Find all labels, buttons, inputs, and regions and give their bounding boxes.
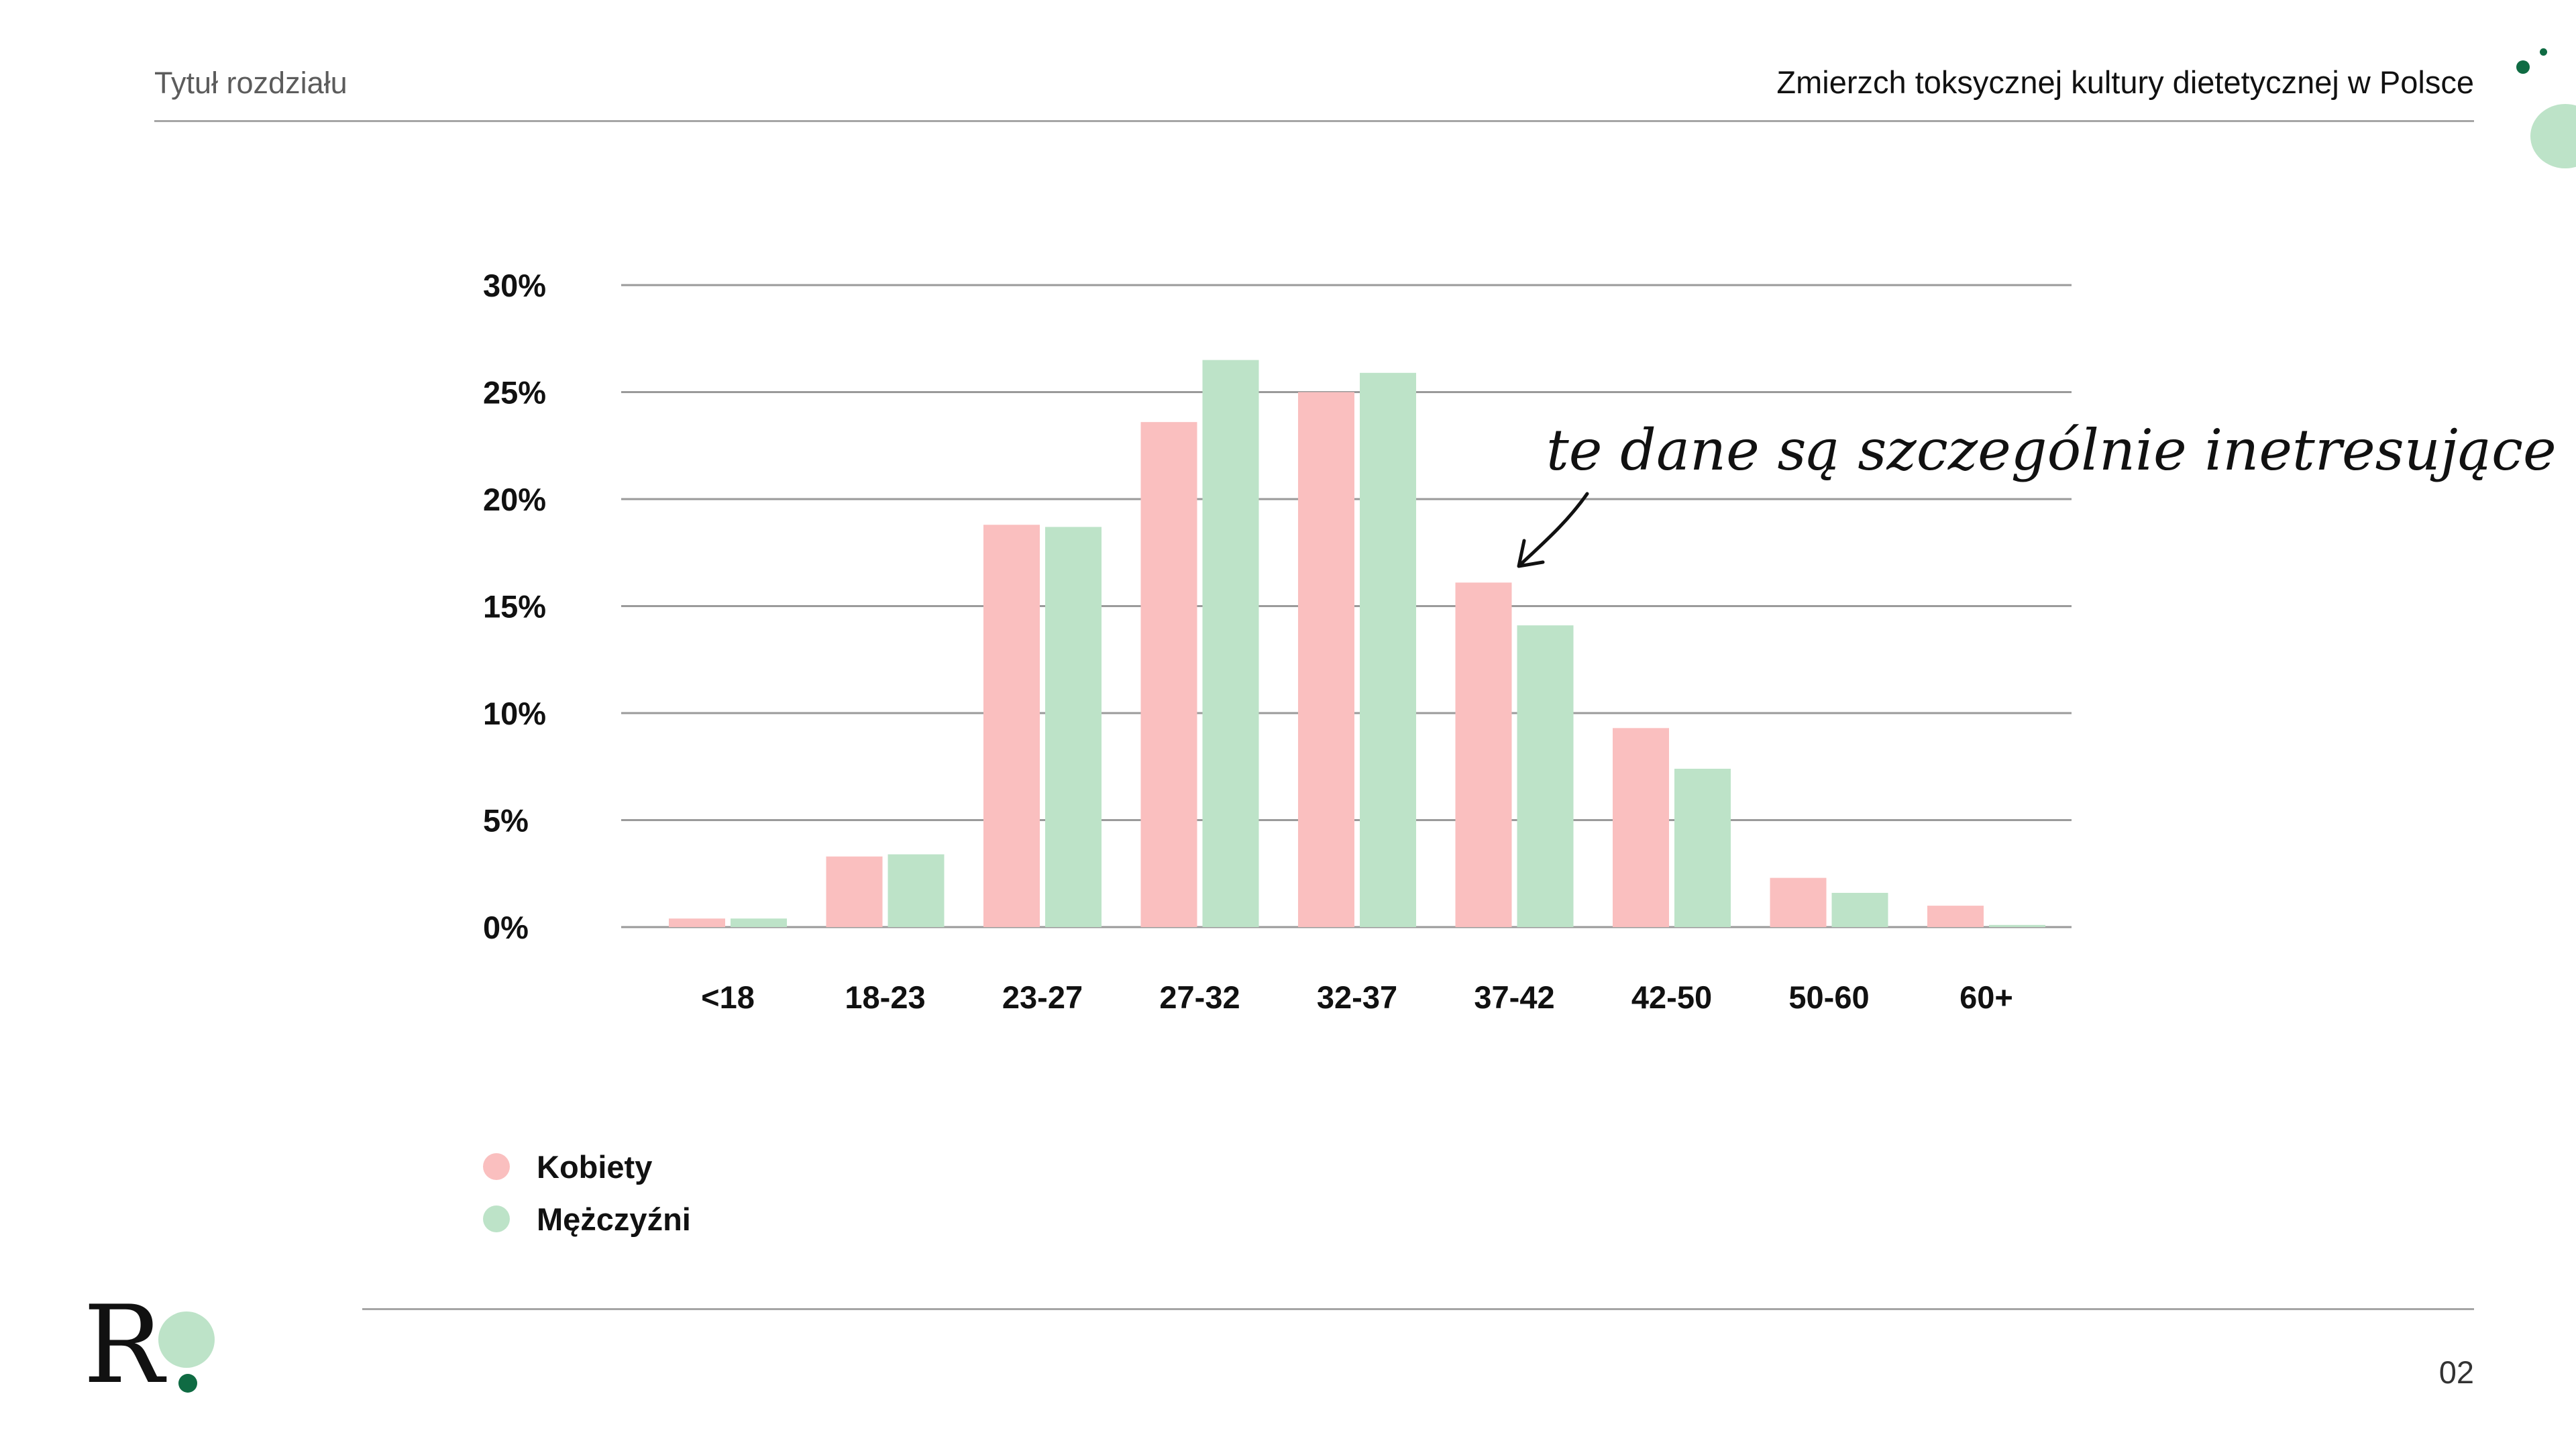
legend-item-kobiety: Kobiety	[483, 1140, 691, 1193]
x-tick-label: 32-37	[1317, 979, 1397, 1015]
chart-annotation: te dane są szczególnie inetresujące	[1517, 417, 2557, 568]
bar-kobiety	[1770, 877, 1827, 927]
legend-label-kobiety: Kobiety	[537, 1148, 653, 1185]
chapter-title: Tytuł rozdziału	[154, 66, 347, 100]
bar-chart: 0% 5% 10% 15% 20% 25% 30% <18 18-23 23-27 27-32 32…	[483, 268, 2557, 1015]
page-number: 02	[2438, 1354, 2474, 1390]
chart-y-tick-labels: 0% 5% 10% 15% 20% 25% 30%	[483, 268, 546, 945]
y-tick-label: 5%	[483, 803, 529, 839]
bar-mezczyzni	[1045, 527, 1102, 927]
annotation-arrow	[1518, 492, 1589, 567]
bar-mezczyzni	[1831, 892, 1888, 927]
bar-kobiety	[1298, 392, 1354, 927]
x-tick-label: 42-50	[1631, 979, 1712, 1015]
bar-kobiety	[1927, 906, 1984, 927]
bar-mezczyzni	[1989, 924, 2045, 927]
legend-swatch-kobiety	[483, 1153, 510, 1180]
logo-letter: R	[83, 1282, 164, 1407]
chart-bars	[669, 360, 2045, 927]
bar-mezczyzni	[888, 854, 945, 927]
logo-dot-light	[158, 1311, 215, 1368]
x-tick-label: <18	[701, 979, 755, 1015]
y-tick-label: 25%	[483, 375, 546, 411]
bar-kobiety	[1455, 582, 1512, 927]
x-tick-label: 50-60	[1788, 979, 1869, 1015]
decor-dot-small	[2540, 48, 2547, 56]
bar-mezczyzni	[1202, 360, 1259, 927]
brand-logo: R	[83, 1291, 231, 1399]
y-tick-label: 0%	[483, 910, 529, 945]
legend-label-mezczyzni: Mężczyźni	[537, 1201, 691, 1237]
bar-kobiety	[669, 918, 725, 927]
legend-swatch-mezczyzni	[483, 1205, 510, 1232]
y-tick-label: 30%	[483, 268, 546, 303]
annotation-arrowhead	[1517, 539, 1545, 568]
x-tick-label: 18-23	[845, 979, 925, 1015]
bar-mezczyzni	[731, 918, 787, 927]
bar-kobiety	[826, 856, 883, 927]
x-tick-label: 27-32	[1159, 979, 1240, 1015]
bar-mezczyzni	[1360, 372, 1416, 927]
bar-kobiety	[983, 525, 1040, 927]
annotation-text: te dane są szczególnie inetresujące	[1546, 417, 2557, 483]
logo-dot-dark	[178, 1374, 197, 1393]
bar-mezczyzni	[1674, 768, 1731, 927]
footer-divider	[362, 1308, 2474, 1310]
x-tick-label: 37-42	[1474, 979, 1554, 1015]
report-title: Zmierzch toksycznej kultury dietetycznej…	[1776, 64, 2474, 100]
chart-x-tick-labels: <18 18-23 23-27 27-32 32-37 37-42 42-50 50-60 60…	[701, 979, 2013, 1015]
bar-mezczyzni	[1517, 625, 1574, 927]
decor-dot-dark	[2516, 60, 2530, 74]
legend-item-mezczyzni: Mężczyźni	[483, 1193, 691, 1245]
header-divider	[154, 120, 2474, 122]
chart-legend: Kobiety Mężczyźni	[483, 1140, 691, 1245]
y-tick-label: 15%	[483, 589, 546, 625]
x-tick-label: 23-27	[1002, 979, 1083, 1015]
x-tick-label: 60+	[1960, 979, 2013, 1015]
bar-kobiety	[1613, 728, 1669, 927]
y-tick-label: 20%	[483, 482, 546, 517]
y-tick-label: 10%	[483, 696, 546, 731]
bar-kobiety	[1140, 422, 1197, 927]
